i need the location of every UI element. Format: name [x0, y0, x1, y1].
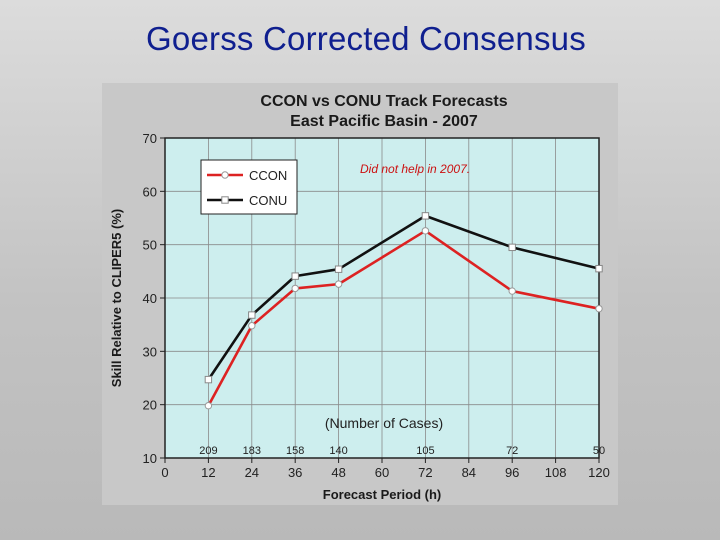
chart-subtitle: East Pacific Basin - 2007 — [290, 113, 478, 130]
x-tick-label: 48 — [331, 465, 345, 480]
data-point-ccon — [334, 280, 343, 288]
y-axis-label: Skill Relative to CLIPER5 (%) — [109, 209, 124, 387]
x-tick-label: 36 — [288, 465, 302, 480]
legend-items: CCON CONU — [207, 168, 287, 208]
x-tick-label: 96 — [505, 465, 519, 480]
data-point-ccon — [421, 227, 430, 235]
case-count-label: 50 — [593, 445, 605, 457]
legend-label-conu: CONU — [249, 193, 287, 208]
cases-label: (Number of Cases) — [325, 415, 443, 431]
chart-title: CCON vs CONU Track Forecasts — [260, 93, 507, 110]
legend-marker-conu — [221, 196, 229, 204]
legend-box — [200, 159, 298, 215]
data-point-conu — [291, 272, 299, 280]
case-counts: 209 183 158 140 105 72 50 — [199, 445, 605, 457]
data-point-ccon — [248, 322, 256, 330]
x-tick-label: 12 — [201, 465, 215, 480]
series — [204, 212, 603, 410]
legend-marker-ccon — [221, 171, 229, 179]
y-tick-label: 40 — [143, 291, 157, 306]
data-point-conu — [421, 212, 430, 220]
case-count-label: 140 — [329, 445, 347, 457]
x-axis-label: Forecast Period (h) — [323, 487, 441, 502]
case-count-label: 72 — [506, 445, 518, 457]
data-point-conu — [248, 311, 256, 319]
y-tick-label: 20 — [143, 398, 157, 413]
slide-title: Goerss Corrected Consensus — [146, 20, 586, 57]
data-point-conu — [204, 375, 213, 384]
x-axis-ticks: 0 12 24 36 48 60 72 84 96 108 120 — [161, 458, 610, 480]
y-tick-label: 30 — [143, 344, 157, 359]
y-tick-label: 60 — [143, 184, 157, 199]
y-tick-label: 10 — [143, 451, 157, 466]
x-tick-label: 72 — [418, 465, 432, 480]
case-count-label: 209 — [199, 445, 217, 457]
y-tick-label: 50 — [143, 238, 157, 253]
y-axis-ticks: 10 20 30 40 50 60 70 — [143, 131, 165, 466]
data-point-ccon — [204, 402, 213, 410]
case-count-label: 183 — [243, 445, 261, 457]
case-count-label: 158 — [286, 445, 304, 457]
x-tick-label: 84 — [462, 465, 476, 480]
data-point-conu — [595, 264, 603, 273]
data-point-conu — [508, 243, 516, 252]
data-point-ccon — [291, 284, 299, 293]
case-count-label: 105 — [416, 445, 434, 457]
y-tick-label: 70 — [143, 131, 157, 146]
annotation-text: Did not help in 2007. — [360, 162, 470, 176]
legend-label-ccon: CCON — [249, 168, 287, 183]
data-point-ccon — [595, 304, 603, 313]
data-point-ccon — [508, 287, 516, 295]
x-tick-label: 108 — [545, 465, 567, 480]
line-chart: CCON vs CONU Track Forecasts East Pacifi… — [109, 93, 610, 502]
data-point-conu — [334, 265, 343, 273]
chart-panel: CCON vs CONU Track Forecasts East Pacifi… — [102, 83, 618, 505]
x-tick-label: 0 — [161, 465, 168, 480]
legend: CCON CONU — [200, 159, 298, 215]
x-tick-label: 120 — [588, 465, 610, 480]
x-tick-label: 24 — [245, 465, 259, 480]
x-tick-label: 60 — [375, 465, 389, 480]
